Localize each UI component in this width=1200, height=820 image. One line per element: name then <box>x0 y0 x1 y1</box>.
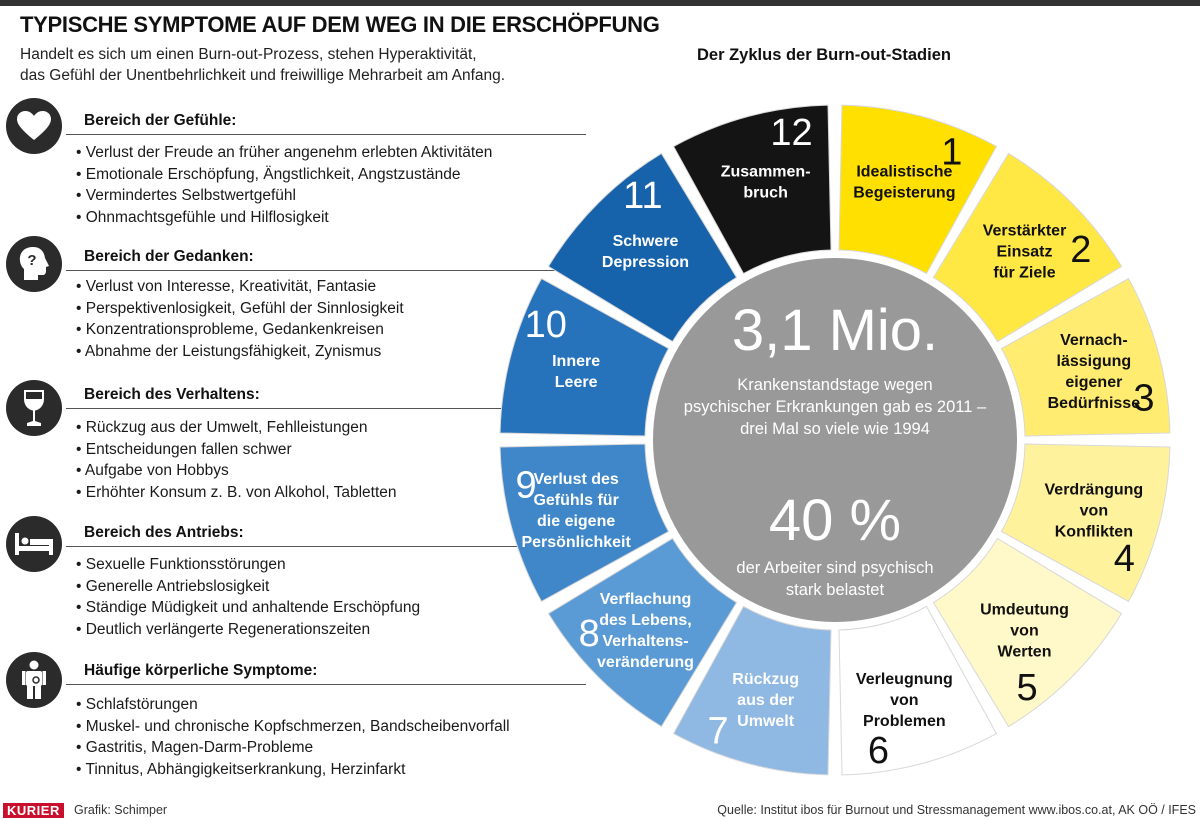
stage-label-4: Verdrängung von Konflikten <box>1045 481 1144 540</box>
list-item: Generelle Antriebslosigkeit <box>76 576 420 598</box>
category-heading: Bereich der Gefühle: <box>84 112 237 129</box>
list-item: Emotionale Erschöpfung, Ängstlichkeit, A… <box>76 164 492 186</box>
top-bar <box>0 0 1200 6</box>
category-heading: Bereich des Antriebs: <box>84 524 244 541</box>
stage-number-5: 5 <box>1017 667 1038 709</box>
stage-segment-6 <box>838 605 998 776</box>
stat-value-sick-days: 3,1 Mio. <box>732 298 938 363</box>
list-item: Verlust der Freude an früher angenehm er… <box>76 142 493 164</box>
stage-segment-8 <box>547 537 738 728</box>
stage-label-2: Verstärkter Einsatz für Ziele <box>983 222 1067 281</box>
stage-label-10: Innere Leere <box>552 353 600 391</box>
list-item: Muskel- und chronische Kopfschmerzen, Ba… <box>76 716 510 738</box>
category-list: Sexuelle Funktionsstörungen Generelle An… <box>76 554 420 640</box>
list-item: Deutlich verlängerte Regenerationszeiten <box>76 619 420 641</box>
category-list: Verlust der Freude an früher angenehm er… <box>76 142 493 229</box>
stage-label-1: Idealistische Begeisterung <box>853 164 955 202</box>
list-item: Abnahme der Leistungsfähigkeit, Zynismus <box>76 341 404 363</box>
stat-caption-workers: der Arbeiter sind psychisch <box>736 559 933 577</box>
source-note: Quelle: Institut ibos für Burnout und St… <box>717 803 1196 817</box>
category-divider <box>66 134 586 135</box>
list-item: Konzentrationsprobleme, Gedankenkreisen <box>76 319 404 341</box>
svg-text:?: ? <box>27 252 36 269</box>
stage-number-7: 7 <box>708 710 729 752</box>
stat-value-workers: 40 % <box>769 488 901 553</box>
list-item: Tinnitus, Abhängigkeitserkrankung, Herzi… <box>76 759 510 781</box>
list-item: Aufgabe von Hobbys <box>76 460 397 482</box>
head-question-icon: ? <box>6 236 62 292</box>
list-item: Verlust von Interesse, Kreativität, Fant… <box>76 276 404 298</box>
body-icon <box>6 652 62 708</box>
category-heading: Häufige körperliche Symptome: <box>84 662 318 679</box>
stage-number-10: 10 <box>525 304 567 346</box>
stage-label-5: Umdeutung von Werten <box>980 602 1069 661</box>
stat-caption-sick-days: drei Mal so viele wie 1994 <box>740 420 930 438</box>
stat-caption-sick-days: Krankenstandstage wegen <box>737 376 932 394</box>
stage-number-6: 6 <box>868 730 889 772</box>
stage-label-3: Vernach-lässigung eigener Bedürfnisse <box>1048 332 1141 412</box>
cycle-title: Der Zyklus der Burn-out-Stadien <box>697 46 951 64</box>
stage-number-4: 4 <box>1114 538 1135 580</box>
heart-icon <box>6 98 62 154</box>
list-item: Perspektivenlosigkeit, Gefühl der Sinnlo… <box>76 298 404 320</box>
stage-number-12: 12 <box>770 112 812 154</box>
stage-segment-10 <box>499 277 670 437</box>
stage-number-8: 8 <box>579 613 600 655</box>
center-circle <box>653 258 1017 622</box>
stage-segment-1 <box>838 104 998 275</box>
list-item: Ständige Müdigkeit und anhaltende Erschö… <box>76 597 420 619</box>
stage-segment-4 <box>1000 443 1171 603</box>
list-item: Gastritis, Magen-Darm-Probleme <box>76 737 510 759</box>
list-item: Erhöhter Konsum z. B. von Alkohol, Table… <box>76 482 397 504</box>
stage-label-8: Verflachung des Lebens, Verhaltens-verände… <box>597 591 694 671</box>
list-item: Schlafstörungen <box>76 694 510 716</box>
stage-segment-5 <box>932 537 1123 728</box>
stage-number-2: 2 <box>1070 229 1091 271</box>
page-subtitle: Handelt es sich um einen Burn-out-Prozes… <box>20 44 580 86</box>
stage-number-9: 9 <box>515 464 536 506</box>
stage-segment-3 <box>1000 277 1171 437</box>
wine-glass-icon <box>6 380 62 436</box>
stat-caption-workers: stark belastet <box>786 581 885 599</box>
bed-icon <box>6 516 62 572</box>
category-list: Schlafstörungen Muskel- und chronische K… <box>76 694 510 781</box>
stage-label-7: Rückzug aus der Umwelt <box>732 671 799 730</box>
stage-label-6: Verleugnung von Problemen <box>856 671 953 730</box>
category-divider <box>66 684 586 685</box>
stage-label-9: Verlust des Gefühls für die eigene Persönli… <box>521 471 631 551</box>
category-list: Verlust von Interesse, Kreativität, Fant… <box>76 276 404 362</box>
category-divider <box>66 270 586 271</box>
stage-segment-7 <box>672 605 832 776</box>
brand-logo: KURIER <box>3 803 64 818</box>
list-item: Ohnmachtsgefühle und Hilflosigkeit <box>76 207 492 229</box>
subtitle-line: das Gefühl der Unentbehrlichkeit und fre… <box>20 67 506 84</box>
list-item: Sexuelle Funktionsstörungen <box>76 554 420 576</box>
page-title: TYPISCHE SYMPTOME AUF DEM WEG IN DIE ERS… <box>20 12 660 37</box>
list-item: Vermindertes Selbstwertgefühl <box>76 185 492 207</box>
stage-number-3: 3 <box>1133 378 1154 420</box>
subtitle-line: Handelt es sich um einen Burn-out-Prozes… <box>20 46 477 63</box>
category-divider <box>66 546 586 547</box>
graphic-credit: Grafik: Schimper <box>74 803 168 817</box>
list-item: Entscheidungen fallen schwer <box>76 439 397 461</box>
category-heading: Bereich des Verhaltens: <box>84 386 260 403</box>
stage-number-11: 11 <box>623 175 662 217</box>
category-divider <box>66 408 586 409</box>
stage-label-12: Zusammen-bruch <box>721 164 811 202</box>
stage-segment-2 <box>932 152 1123 343</box>
stage-number-1: 1 <box>941 132 962 174</box>
category-list: Rückzug aus der Umwelt, Fehlleistungen E… <box>76 417 397 503</box>
stage-segment-11 <box>547 152 738 343</box>
stage-label-11: Schwere Depression <box>602 233 689 271</box>
category-heading: Bereich der Gedanken: <box>84 248 254 265</box>
stage-segment-9 <box>499 443 670 603</box>
stage-segment-12 <box>672 104 832 275</box>
stat-caption-sick-days: psychischer Erkrankungen gab es 2011 – <box>684 398 987 416</box>
list-item: Rückzug aus der Umwelt, Fehlleistungen <box>76 417 397 439</box>
